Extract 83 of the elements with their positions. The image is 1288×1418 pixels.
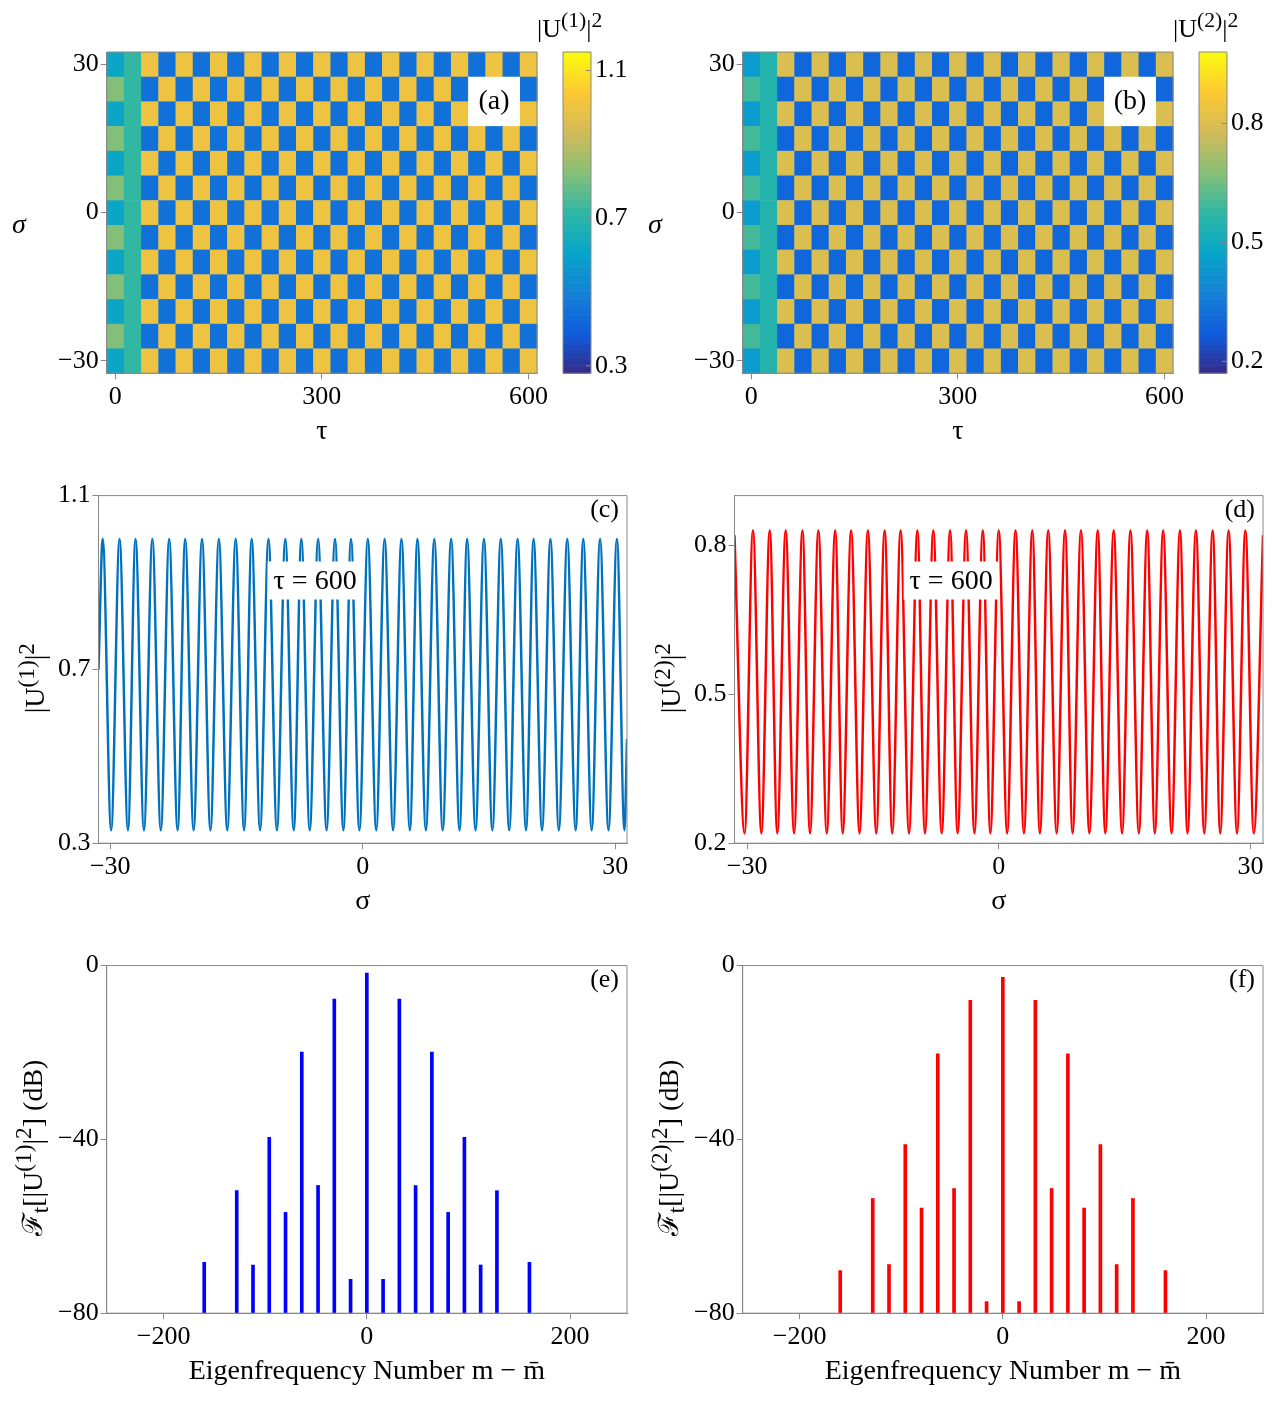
y-tick-label: −40 (693, 1123, 735, 1153)
y-tick-label: 1.1 (58, 479, 91, 509)
y-tick-label: 0.2 (694, 827, 727, 857)
x-tick-label: 0 (360, 1320, 374, 1350)
color-bar-label: 1.1 (595, 54, 628, 84)
x-tick-label: 200 (1186, 1320, 1226, 1350)
x-axis-title: σ (991, 883, 1007, 915)
bar (1082, 1207, 1086, 1314)
x-tick-label: 0 (108, 380, 122, 410)
x-axis-title: σ (355, 883, 371, 915)
annotation: (f) (1229, 964, 1255, 994)
bar (381, 1278, 385, 1314)
y-tick-label: 30 (72, 48, 99, 78)
color-bar-title: |U$^{(2)}$|$^{2}$ (1173, 8, 1239, 44)
x-tick-label: 0 (996, 1320, 1010, 1350)
bar (935, 1053, 940, 1314)
color-bar-label: 0.5 (1231, 226, 1264, 256)
bar (1131, 1198, 1135, 1314)
y-tick-label: 0 (721, 196, 735, 226)
x-axis-title: Eigenfrequency Number m − m̄ (824, 1353, 1182, 1385)
bar (968, 1000, 973, 1314)
annotation: (e) (590, 964, 619, 994)
x-tick-label: 600 (1144, 380, 1184, 410)
bar (267, 1136, 272, 1314)
x-tick-label: 300 (938, 380, 978, 410)
y-tick-label: 0.5 (694, 678, 727, 708)
y-tick-label: 0.8 (694, 529, 727, 559)
bar (234, 1190, 239, 1314)
x-tick-label: −200 (136, 1320, 191, 1350)
annotation: (d) (1224, 494, 1255, 524)
y-tick-label: 30 (708, 48, 735, 78)
bar (430, 1051, 434, 1314)
y-tick-label: 0 (85, 196, 99, 226)
bar (1017, 1301, 1021, 1314)
y-tick-label: −80 (57, 1297, 99, 1327)
x-tick-label: 600 (508, 380, 548, 410)
y-tick-label: 0 (85, 949, 99, 979)
x-tick-label: 0 (356, 850, 370, 880)
bar (299, 1051, 304, 1314)
annotation: τ = 600 (273, 563, 357, 595)
bar (202, 1262, 207, 1314)
y-axis-title: σ (12, 208, 26, 240)
y-tick-label: 0.7 (58, 653, 91, 683)
y-tick-label: −80 (693, 1297, 735, 1327)
color-bar-label: 0.7 (595, 201, 628, 231)
annotation: τ = 600 (909, 563, 993, 595)
bar (952, 1188, 956, 1314)
x-tick-label: 300 (302, 380, 342, 410)
x-tick-label: 30 (602, 850, 629, 880)
x-tick-label: 30 (1237, 850, 1264, 880)
x-axis-title: τ (952, 413, 964, 445)
x-tick-label: −200 (772, 1320, 827, 1350)
annotation: (c) (590, 494, 619, 524)
bar (446, 1212, 450, 1314)
line-series (98, 537, 627, 832)
y-axis-title: σ (648, 208, 662, 240)
annotation: (b) (1113, 83, 1147, 115)
bar (887, 1264, 891, 1314)
color-bar-label: 0.8 (1231, 107, 1264, 137)
y-tick-label: −30 (57, 344, 99, 374)
color-bar-label: 0.2 (1231, 345, 1264, 375)
color-bar-title: |U$^{(1)}$|$^{2}$ (537, 8, 603, 44)
bar (1066, 1053, 1070, 1314)
color-bar-label: 0.3 (595, 349, 628, 379)
bar (838, 1270, 843, 1314)
bar (903, 1144, 908, 1314)
y-tick-label: 0.3 (58, 827, 91, 857)
bar (365, 972, 369, 1314)
bar (870, 1198, 875, 1314)
y-tick-label: −30 (693, 344, 735, 374)
bar (251, 1264, 255, 1314)
bar (1001, 977, 1005, 1314)
y-tick-label: −40 (57, 1123, 99, 1153)
annotation: (a) (478, 83, 510, 115)
bar (495, 1190, 499, 1314)
bar (332, 998, 337, 1314)
x-tick-label: 200 (550, 1320, 590, 1350)
x-tick-label: 0 (992, 850, 1006, 880)
x-tick-label: 0 (744, 380, 758, 410)
x-axis-title: Eigenfrequency Number m − m̄ (188, 1353, 546, 1385)
x-axis-title: τ (316, 413, 328, 445)
bar (316, 1185, 320, 1314)
y-tick-label: 0 (721, 949, 735, 979)
